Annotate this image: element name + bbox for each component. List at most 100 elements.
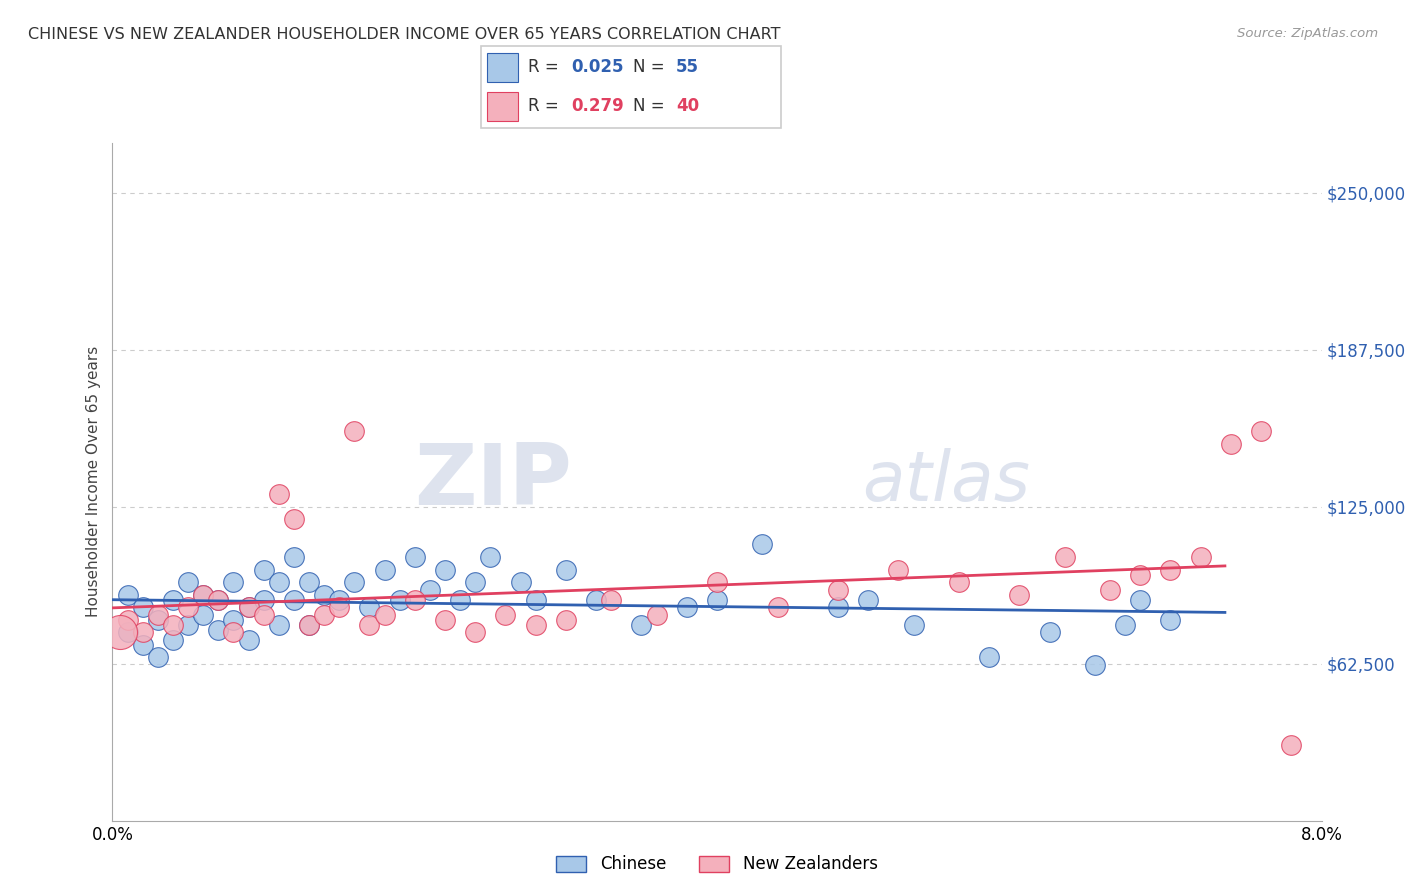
Point [207,623,229,637]
Point [675,600,697,615]
Point [1129,567,1152,582]
Point [146,607,169,622]
Bar [488,92,519,120]
Point [162,632,184,647]
Point [117,613,139,627]
Point [222,625,245,640]
Point [388,592,411,607]
Point [267,487,290,501]
Point [373,607,396,622]
Point [343,425,366,439]
Text: N =: N = [633,59,669,77]
Point [585,592,607,607]
Point [328,592,350,607]
Point [404,592,426,607]
Point [108,625,131,640]
Point [419,582,441,597]
Point [253,563,276,577]
Point [1008,588,1031,602]
Point [1159,563,1181,577]
Text: R =: R = [527,97,564,115]
Point [979,650,1001,665]
Point [464,625,486,640]
Point [1250,425,1272,439]
Point [253,607,276,622]
Text: 0.279: 0.279 [571,97,624,115]
Point [645,607,668,622]
Point [554,613,576,627]
Point [207,592,229,607]
Point [267,617,290,632]
Point [191,607,215,622]
Point [312,607,335,622]
Point [404,549,426,564]
Point [162,617,184,632]
Point [238,632,260,647]
Point [433,563,456,577]
Point [132,638,155,652]
Point [132,625,155,640]
Point [1053,549,1076,564]
FancyBboxPatch shape [481,46,782,128]
Point [1129,592,1152,607]
Point [1114,617,1136,632]
Point [751,537,773,551]
Point [238,600,260,615]
Bar [488,54,519,82]
Point [298,617,321,632]
Point [1084,657,1107,672]
Point [191,588,215,602]
Point [464,575,486,590]
Point [146,613,169,627]
Point [298,575,321,590]
Point [177,617,200,632]
Point [856,592,880,607]
Point [706,575,728,590]
Text: ZIP: ZIP [415,440,572,524]
Point [827,600,849,615]
Point [117,588,139,602]
Text: N =: N = [633,97,669,115]
Point [328,600,350,615]
Point [903,617,925,632]
Point [283,549,305,564]
Point [117,625,139,640]
Point [1098,582,1121,597]
Point [283,592,305,607]
Point [222,575,245,590]
Text: 0.025: 0.025 [571,59,623,77]
Text: Source: ZipAtlas.com: Source: ZipAtlas.com [1237,27,1378,40]
Point [524,617,547,632]
Point [373,563,396,577]
Point [600,592,623,607]
Point [524,592,547,607]
Point [222,613,245,627]
Point [238,600,260,615]
Text: 40: 40 [676,97,699,115]
Point [146,650,169,665]
Point [177,575,200,590]
Text: atlas: atlas [862,448,1031,516]
Point [1189,549,1212,564]
Text: CHINESE VS NEW ZEALANDER HOUSEHOLDER INCOME OVER 65 YEARS CORRELATION CHART: CHINESE VS NEW ZEALANDER HOUSEHOLDER INC… [28,27,780,42]
Point [132,600,155,615]
Point [283,512,305,526]
Point [887,563,910,577]
Point [495,607,517,622]
Point [191,588,215,602]
Point [948,575,970,590]
Point [267,575,290,590]
Point [312,588,335,602]
Point [1219,437,1241,451]
Point [359,617,381,632]
Point [1279,739,1302,753]
Point [207,592,229,607]
Point [827,582,849,597]
Point [298,617,321,632]
Y-axis label: Householder Income Over 65 years: Householder Income Over 65 years [86,346,101,617]
Point [359,600,381,615]
Point [177,600,200,615]
Point [343,575,366,590]
Point [706,592,728,607]
Point [1038,625,1062,640]
